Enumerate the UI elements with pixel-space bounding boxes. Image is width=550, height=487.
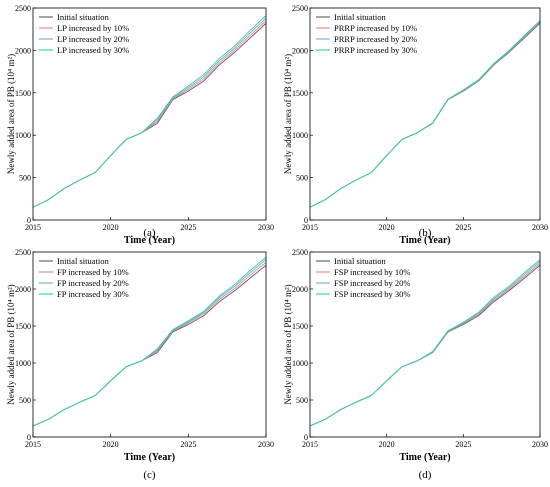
legend-label: LP increased by 20% [57,34,129,44]
y-tick-label: 2500 [15,4,31,13]
series-group [309,259,541,427]
x-tick-label: 2015 [302,223,318,232]
y-tick-label: 500 [296,174,308,183]
y-tick-label: 1500 [292,89,308,98]
legend-label: FP increased by 20% [57,278,129,288]
x-tick-label: 2015 [25,223,41,232]
chart-panel: 0 500 1000 1500 2000 2500 2015 2020 2025 2030 Time… [283,248,548,481]
legend-label: Initial situation [334,256,386,266]
x-tick-label: 2030 [532,223,548,232]
plot-frame [32,7,267,221]
series-line [309,259,541,427]
y-axis-label: Newly added area of PB (10⁴ m²) [6,284,16,404]
y-tick-label: 2000 [292,46,308,55]
x-tick-label: 2030 [532,440,548,449]
series-line [309,20,541,208]
x-tick-label: 2020 [379,223,395,232]
legend-label: PRRP increased by 10% [334,23,417,33]
y-tick-label: 1000 [292,131,308,140]
y-tick-label: 500 [296,396,308,405]
legend-label: Initial situation [334,12,386,22]
y-axis-label: Newly added area of PB (10⁴ m²) [6,54,16,174]
x-tick-label: 2020 [103,440,119,449]
legend-label: PRRP increased by 20% [334,34,417,44]
series-group [32,256,267,427]
y-tick-label: 0 [27,433,31,442]
y-tick-label: 500 [19,396,31,405]
y-tick-label: 2000 [15,46,31,55]
chart-panel: 0 500 1000 1500 2000 2500 2015 2020 2025 2030 Time… [6,4,274,246]
y-tick-label: 1000 [15,359,31,368]
y-tick-label: 1000 [292,359,308,368]
legend-label: Initial situation [57,12,109,22]
y-tick-label: 1000 [15,131,31,140]
x-axis-label: Time (Year) [399,452,450,463]
y-tick-label: 2000 [15,285,31,294]
plot-frame [32,251,267,438]
panel-caption: (b) [419,227,432,239]
y-tick-label: 1500 [15,89,31,98]
series-group [309,20,541,208]
plot-frame [309,7,541,221]
x-tick-label: 2025 [180,223,196,232]
x-axis-label: Time (Year) [124,235,175,246]
panel-caption: (a) [143,227,156,239]
legend-label: FSP increased by 20% [334,278,410,288]
y-tick-label: 500 [19,174,31,183]
legend-label: FP increased by 10% [57,267,129,277]
panel-caption: (c) [143,469,156,481]
x-tick-label: 2015 [302,440,318,449]
y-axis-label: Newly added area of PB (10⁴ m²) [283,54,293,174]
chart-panel: 0 500 1000 1500 2000 2500 2015 2020 2025 2030 Time… [283,4,548,246]
y-tick-label: 0 [27,216,31,225]
x-tick-label: 2025 [455,440,471,449]
legend-label: LP increased by 30% [57,45,129,55]
y-tick-label: 0 [304,216,308,225]
x-axis-label: Time (Year) [399,235,450,246]
y-axis-label: Newly added area of PB (10⁴ m²) [283,284,293,404]
x-tick-label: 2020 [103,223,119,232]
legend-label: LP increased by 10% [57,23,129,33]
y-tick-label: 1500 [292,322,308,331]
legend-label: FSP increased by 30% [334,289,410,299]
x-tick-label: 2030 [258,440,274,449]
x-tick-label: 2025 [455,223,471,232]
series-line [32,15,267,208]
x-tick-label: 2015 [25,440,41,449]
x-tick-label: 2020 [379,440,395,449]
legend-label: FSP increased by 10% [334,267,410,277]
y-tick-label: 2500 [292,4,308,13]
legend-label: Initial situation [57,256,109,266]
y-tick-label: 1500 [15,322,31,331]
x-axis-label: Time (Year) [124,452,175,463]
series-group [32,15,267,208]
plot-frame [309,251,541,438]
y-tick-label: 2000 [292,285,308,294]
legend-label: PRRP increased by 30% [334,45,417,55]
y-tick-label: 2500 [292,248,308,257]
legend-label: FP increased by 30% [57,289,129,299]
chart-panel: 0 500 1000 1500 2000 2500 2015 2020 2025 2030 Time… [6,248,274,481]
panel-caption: (d) [419,469,432,481]
series-line [32,256,267,427]
y-tick-label: 0 [304,433,308,442]
x-tick-label: 2025 [180,440,196,449]
y-tick-label: 2500 [15,248,31,257]
x-tick-label: 2030 [258,223,274,232]
